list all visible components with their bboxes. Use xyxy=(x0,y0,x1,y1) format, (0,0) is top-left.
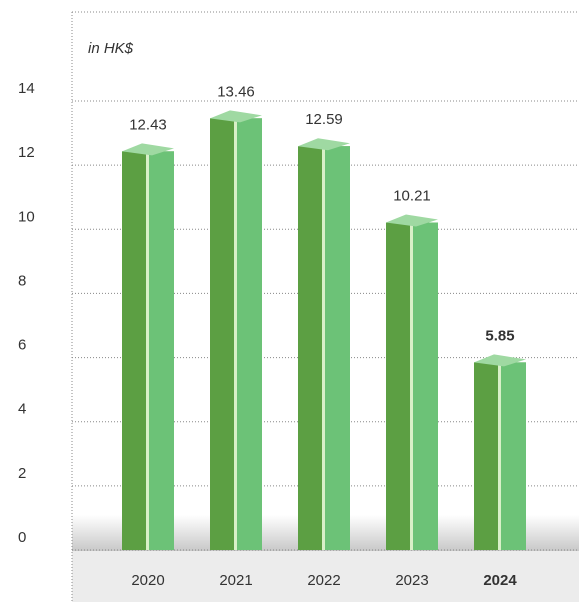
bar-right-face xyxy=(236,118,262,550)
y-tick-label: 10 xyxy=(18,208,35,225)
bar-highlight xyxy=(322,146,325,551)
y-tick-label: 8 xyxy=(18,272,26,289)
y-tick-label: 12 xyxy=(18,144,35,161)
bar-cap xyxy=(210,110,262,123)
bar-highlight xyxy=(146,151,149,550)
y-tick-label: 0 xyxy=(18,529,26,546)
bar-highlight xyxy=(410,222,413,550)
y-tick-label: 2 xyxy=(18,465,26,482)
value-label: 12.43 xyxy=(129,116,167,133)
x-tick-label: 2021 xyxy=(219,572,252,589)
unit-label: in HK$ xyxy=(88,40,134,57)
x-tick-label: 2022 xyxy=(307,572,340,589)
y-tick-label: 14 xyxy=(18,80,35,97)
bar-right-face xyxy=(500,362,526,550)
bar-cap xyxy=(122,143,174,156)
bar-right-face xyxy=(324,146,350,551)
value-label: 13.46 xyxy=(217,83,255,100)
x-tick-label: 2023 xyxy=(395,572,428,589)
y-tick-label: 6 xyxy=(18,337,26,354)
bar-cap xyxy=(386,214,438,227)
value-label: 10.21 xyxy=(393,188,431,205)
value-label: 12.59 xyxy=(305,111,343,128)
value-label: 5.85 xyxy=(485,327,514,344)
bar-highlight xyxy=(498,362,501,550)
bar-highlight xyxy=(234,118,237,550)
y-tick-label: 4 xyxy=(18,401,26,418)
x-tick-label: 2024 xyxy=(483,572,517,589)
bar-right-face xyxy=(412,222,438,550)
bar-cap xyxy=(474,354,526,367)
bar-cap xyxy=(298,138,350,151)
floor xyxy=(72,551,579,602)
x-tick-label: 2020 xyxy=(131,572,164,589)
bar-right-face xyxy=(148,151,174,550)
